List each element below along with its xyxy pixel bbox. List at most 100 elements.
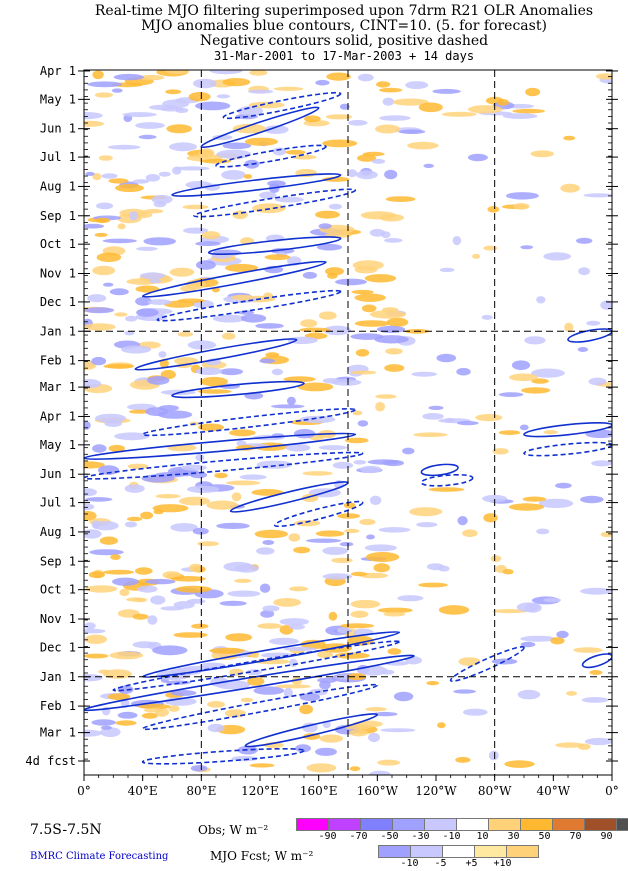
anomaly-patch <box>382 97 394 106</box>
anomaly-patch <box>289 586 309 592</box>
anomaly-patch <box>289 624 305 630</box>
anomaly-patch <box>107 693 131 701</box>
anomaly-patch <box>337 513 361 519</box>
anomaly-patch <box>482 494 508 503</box>
anomaly-patch <box>350 333 384 340</box>
anomaly-patch <box>293 429 316 439</box>
anomaly-patch <box>84 112 103 120</box>
anomaly-patch <box>247 89 274 94</box>
anomaly-patch <box>241 314 267 323</box>
anomaly-patch <box>584 737 612 746</box>
anomaly-patch <box>384 364 405 372</box>
anomaly-patch <box>84 488 97 497</box>
anomaly-patch <box>84 323 116 331</box>
anomaly-patch <box>158 351 167 358</box>
negative-contour <box>141 260 327 298</box>
anomaly-patch <box>198 148 215 159</box>
anomaly-patch <box>300 319 318 328</box>
anomaly-patch <box>576 237 593 244</box>
negative-contour <box>244 713 379 748</box>
negative-contour <box>84 654 415 712</box>
anomaly-patch <box>206 500 239 510</box>
positive-contour <box>222 91 342 120</box>
anomaly-patch <box>128 409 150 414</box>
anomaly-patch <box>375 394 397 399</box>
anomaly-patch <box>138 703 171 710</box>
anomaly-patch <box>222 142 252 150</box>
y-tick-label: Aug 1 <box>40 179 76 193</box>
anomaly-patch <box>108 178 129 184</box>
anomaly-patch <box>345 437 369 444</box>
anomaly-patch <box>352 260 384 271</box>
legend-tick-label: +5 <box>465 858 478 869</box>
anomaly-patch <box>209 647 245 654</box>
anomaly-patch <box>336 627 351 634</box>
anomaly-patch <box>371 158 386 164</box>
anomaly-patch <box>260 610 275 618</box>
y-tick-label: Mar 1 <box>40 726 76 740</box>
anomaly-patch <box>441 111 477 117</box>
anomaly-patch <box>137 74 165 81</box>
anomaly-patch <box>492 609 528 614</box>
anomaly-patch <box>297 382 334 392</box>
anomaly-patch <box>145 578 176 585</box>
anomaly-patch <box>140 511 154 520</box>
anomaly-patch <box>103 282 114 287</box>
time-axis: Apr 1 May 1 Jun 1 Jul 1 Aug 1 Sep 1 Oct 1 Nov 1… <box>25 64 618 768</box>
anomaly-patch <box>350 370 377 375</box>
anomaly-patch <box>456 421 479 426</box>
anomaly-patch <box>416 522 438 528</box>
anomaly-patch <box>492 448 509 455</box>
anomaly-patch <box>269 637 299 645</box>
anomaly-patch <box>219 600 247 607</box>
anomaly-patch <box>152 645 188 656</box>
anomaly-patch <box>117 223 126 230</box>
anomaly-patch <box>299 327 331 333</box>
anomaly-patch <box>369 495 382 505</box>
anomaly-patch <box>349 729 368 737</box>
anomaly-patch <box>126 516 143 522</box>
anomaly-patch <box>365 707 387 712</box>
legend-swatch <box>360 818 393 831</box>
y-tick-label: May 1 <box>40 438 76 452</box>
anomaly-patch <box>349 766 361 772</box>
anomaly-patch <box>92 265 116 276</box>
positive-contour <box>141 408 357 437</box>
anomaly-patch <box>170 523 198 532</box>
anomaly-patch <box>384 238 403 243</box>
reference-lines <box>84 70 612 775</box>
positive-contour <box>112 640 401 692</box>
anomaly-patch <box>85 497 113 502</box>
anomaly-patch <box>254 529 288 539</box>
anomaly-patch <box>509 373 538 382</box>
anomaly-patch <box>488 750 499 761</box>
anomaly-patch <box>362 151 385 157</box>
anomaly-patch <box>456 367 471 376</box>
anomaly-patch <box>95 217 111 224</box>
anomaly-patch <box>226 480 261 486</box>
anomaly-patch <box>122 112 157 118</box>
anomaly-patch <box>293 546 311 554</box>
anomaly-patch <box>322 573 353 580</box>
anomaly-patch <box>84 622 96 630</box>
anomaly-patch <box>361 304 377 313</box>
anomaly-patch <box>237 106 264 116</box>
anomaly-patch <box>120 345 152 354</box>
anomaly-patch <box>555 742 584 748</box>
anomaly-patch <box>237 310 255 315</box>
anomaly-patch <box>255 323 284 329</box>
anomaly-patch <box>343 502 356 509</box>
y-tick-label: Jun 1 <box>40 122 76 136</box>
y-tick-label: Nov 1 <box>40 612 76 626</box>
chart-subtitle-contours: MJO anomalies blue contours, CINT=10. (5… <box>141 18 547 34</box>
anomaly-patch <box>299 704 313 715</box>
x-tick-label: 160°E <box>300 784 338 798</box>
anomaly-patch <box>244 137 279 146</box>
anomaly-patch <box>302 271 317 279</box>
anomaly-patch <box>283 646 317 652</box>
negative-contour <box>171 380 305 399</box>
anomaly-patch <box>483 245 498 251</box>
anomaly-patch <box>270 404 305 409</box>
y-tick-label: Apr 1 <box>40 64 76 78</box>
anomaly-patch <box>85 585 118 593</box>
